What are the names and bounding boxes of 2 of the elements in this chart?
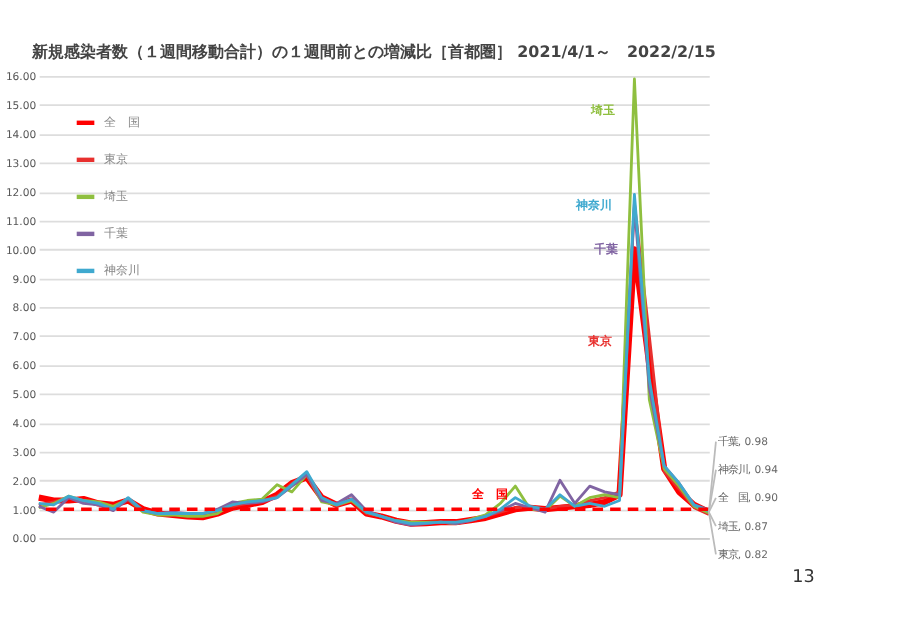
text: 13 [792, 568, 815, 589]
chart-title: 新規感染者数（１週間移動合計）の１週間前との増減比［首都圏］ 2021/4/1～ 2022/2/15 [29, 40, 716, 61]
